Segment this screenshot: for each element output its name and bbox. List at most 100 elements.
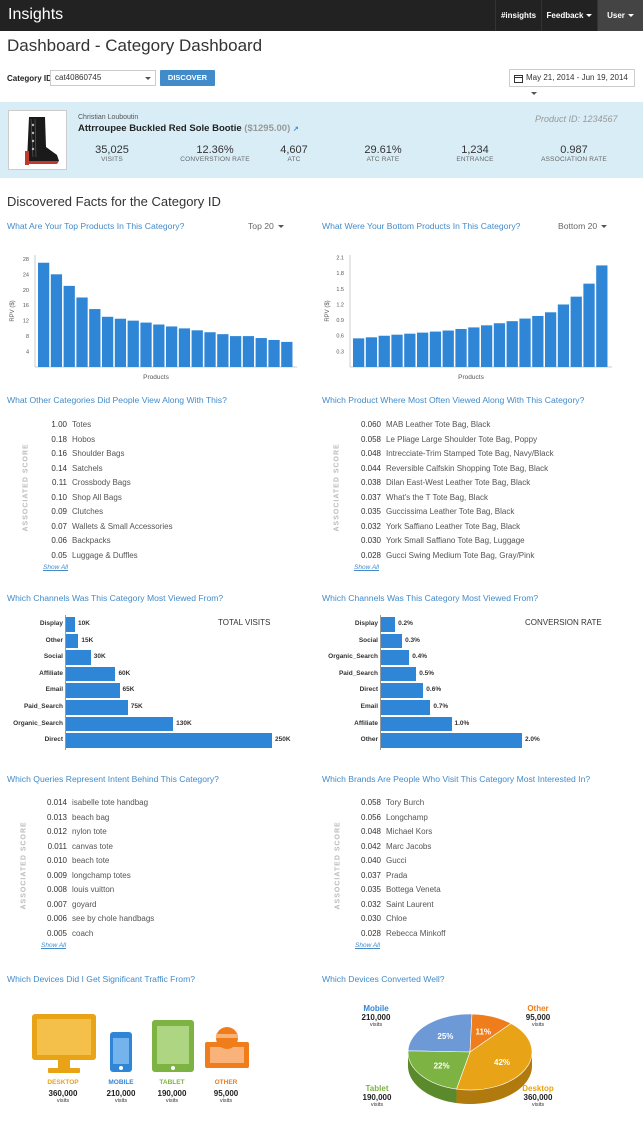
list-item[interactable]: 0.048 Michael Kors [352, 827, 432, 836]
bar[interactable] [570, 296, 582, 367]
list-item[interactable]: 0.032 Saint Laurent [352, 900, 434, 909]
list-item[interactable]: 0.009 longchamp totes [38, 871, 131, 880]
bar[interactable] [404, 333, 416, 367]
bar[interactable] [417, 332, 429, 367]
bar[interactable] [66, 700, 128, 715]
bar[interactable] [66, 666, 116, 682]
bar[interactable] [76, 297, 88, 367]
list-item[interactable]: 0.056 Longchamp [352, 813, 428, 822]
bar[interactable] [381, 683, 424, 698]
show-all-link[interactable]: Show All [354, 564, 380, 571]
bar[interactable] [114, 318, 127, 367]
bar[interactable] [381, 733, 522, 748]
discover-button[interactable]: DISCOVER [160, 70, 215, 86]
list-item[interactable]: 0.028 Rebecca Minkoff [352, 929, 445, 938]
list-item[interactable]: 0.028 Gucci Swing Medium Tote Bag, Gray/P… [351, 551, 534, 560]
bar[interactable] [557, 304, 570, 367]
bar[interactable] [166, 326, 178, 367]
list-item[interactable]: 0.18 Hobos [40, 435, 95, 444]
list-item[interactable]: 0.013 beach bag [38, 813, 109, 822]
list-item[interactable]: 0.037 Prada [352, 871, 407, 880]
show-all-link[interactable]: Show All [41, 942, 67, 949]
list-item[interactable]: 0.048 Intrecciate-Trim Stamped Tote Bag, … [351, 449, 554, 458]
pie-slice[interactable] [456, 1023, 533, 1091]
bar[interactable] [204, 332, 216, 367]
bar[interactable] [127, 320, 139, 367]
list-item[interactable]: 0.10 Shop All Bags [40, 493, 121, 502]
bar[interactable] [481, 325, 493, 367]
bar[interactable] [493, 323, 506, 367]
list-item[interactable]: 0.035 Guccissima Leather Tote Bag, Black [351, 507, 514, 516]
list-item[interactable]: 0.032 York Saffiano Leather Tote Bag, Bla… [351, 522, 520, 531]
bar[interactable] [442, 330, 454, 367]
bar[interactable] [545, 312, 557, 367]
bar[interactable] [66, 617, 75, 632]
bar[interactable] [38, 262, 50, 367]
bar[interactable] [583, 283, 595, 367]
bar[interactable] [66, 633, 79, 649]
bar[interactable] [66, 650, 91, 665]
list-item[interactable]: 0.008 louis vuitton [38, 885, 114, 894]
bar[interactable] [381, 700, 431, 715]
bar[interactable] [381, 617, 396, 632]
list-item[interactable]: 0.058 Tory Burch [352, 798, 424, 807]
list-item[interactable]: 0.030 Chloe [352, 914, 407, 923]
list-item[interactable]: 0.11 Crossbody Bags [40, 478, 131, 487]
list-item[interactable]: 0.014 isabelle tote handbag [38, 798, 148, 807]
list-item[interactable]: 0.06 Backpacks [40, 536, 110, 545]
list-item[interactable]: 0.012 nylon tote [38, 827, 107, 836]
list-item[interactable]: 0.07 Wallets & Small Accessories [40, 522, 172, 531]
pie-slice[interactable] [407, 1050, 471, 1090]
show-all-link[interactable]: Show All [355, 942, 381, 949]
bar[interactable] [89, 309, 101, 367]
bar[interactable] [468, 327, 480, 367]
bar[interactable] [429, 331, 442, 367]
bar[interactable] [217, 334, 229, 367]
list-item[interactable]: 0.09 Clutches [40, 507, 103, 516]
bar[interactable] [381, 633, 403, 649]
bar[interactable] [455, 328, 467, 367]
bar[interactable] [365, 337, 378, 367]
list-item[interactable]: 0.040 Gucci [352, 856, 406, 865]
nav-feedback-menu[interactable]: Feedback [541, 0, 597, 31]
list-item[interactable]: 0.005 coach [38, 929, 93, 938]
bar[interactable] [353, 338, 365, 367]
top-products-select[interactable]: Top 20 [248, 221, 284, 231]
bar[interactable] [63, 285, 75, 367]
list-item[interactable]: 0.16 Shoulder Bags [40, 449, 124, 458]
bar[interactable] [66, 733, 272, 748]
show-all-link[interactable]: Show All [43, 564, 69, 571]
bottom-products-select[interactable]: Bottom 20 [558, 221, 608, 231]
list-item[interactable]: 0.042 Marc Jacobs [352, 842, 431, 851]
bar[interactable] [381, 716, 452, 732]
bar[interactable] [268, 339, 280, 367]
bar[interactable] [381, 666, 417, 682]
category-id-input[interactable]: cat40860745 [50, 70, 156, 86]
product-image[interactable] [8, 110, 67, 170]
list-item[interactable]: 1.00 Totes [40, 420, 91, 429]
bar[interactable] [381, 650, 410, 665]
list-item[interactable]: 0.006 see by chole handbags [38, 914, 154, 923]
bar[interactable] [153, 324, 165, 367]
bar[interactable] [255, 338, 267, 367]
bar[interactable] [596, 265, 608, 367]
bar[interactable] [191, 330, 203, 367]
date-range-picker[interactable]: May 21, 2014 - Jun 19, 2014 [509, 69, 635, 96]
bar[interactable] [66, 716, 174, 732]
bar[interactable] [140, 322, 152, 367]
bar[interactable] [178, 328, 191, 367]
external-link-icon[interactable]: ↗ [292, 126, 299, 133]
bar[interactable] [50, 274, 63, 367]
bar[interactable] [378, 335, 390, 367]
list-item[interactable]: 0.035 Bottega Veneta [352, 885, 441, 894]
list-item[interactable]: 0.05 Luggage & Duffles [40, 551, 137, 560]
list-item[interactable]: 0.010 beach tote [38, 856, 109, 865]
pie-slice[interactable] [407, 1013, 473, 1053]
list-item[interactable]: 0.007 goyard [38, 900, 97, 909]
bar[interactable] [391, 334, 403, 367]
bar[interactable] [66, 683, 120, 698]
nav-insights-link[interactable]: #insights [495, 0, 541, 31]
brand-title[interactable]: Insights [8, 6, 64, 23]
bar[interactable] [102, 316, 114, 367]
bar[interactable] [242, 336, 255, 367]
